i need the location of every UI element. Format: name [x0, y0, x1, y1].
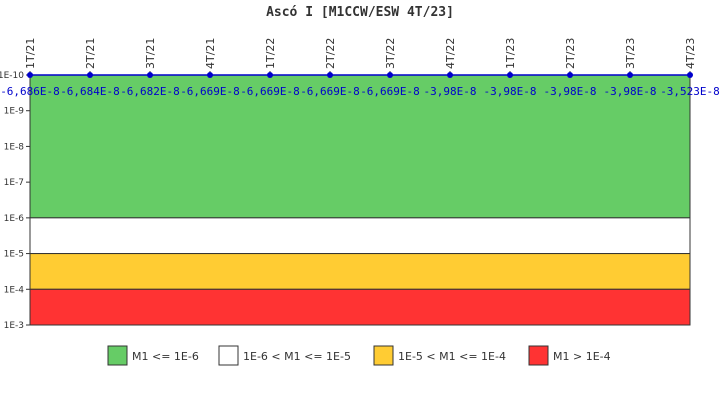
- legend-label-0: M1 <= 1E-6: [132, 350, 199, 363]
- legend-label-3: M1 > 1E-4: [553, 350, 611, 363]
- x-tick-label: 2T/23: [564, 38, 577, 69]
- x-axis: 1T/21 2T/21 3T/21 4T/21 1T/22 2T/22 3T/22 4T/22…: [24, 38, 697, 75]
- data-label: -6,669E-8: [240, 85, 300, 98]
- data-label: -6,669E-8: [180, 85, 240, 98]
- x-tick-label: 3T/22: [384, 38, 397, 69]
- y-tick-label: 1E-10: [0, 71, 24, 81]
- x-tick-label: 3T/21: [144, 38, 157, 69]
- y-tick-label: 1E-7: [4, 178, 24, 188]
- data-point: [327, 72, 333, 78]
- data-point: [687, 72, 693, 78]
- x-tick-label: 1T/22: [264, 38, 277, 69]
- data-label: -3,98E-8: [544, 85, 597, 98]
- y-tick-label: 1E-3: [4, 321, 24, 331]
- legend-swatch-1: [218, 345, 239, 366]
- x-tick-label: 2T/22: [324, 38, 337, 69]
- legend-swatch-3: [528, 345, 549, 366]
- data-label: -3,98E-8: [604, 85, 657, 98]
- x-tick-label: 2T/21: [84, 38, 97, 69]
- band-0: [29, 74, 691, 219]
- band-3: [29, 288, 691, 326]
- y-tick-label: 1E-9: [4, 107, 25, 117]
- y-tick-label: 1E-8: [4, 142, 25, 152]
- y-tick-label: 1E-4: [4, 285, 25, 295]
- data-label: -6,669E-8: [300, 85, 360, 98]
- chart-title: Ascó I [M1CCW/ESW 4T/23]: [266, 5, 454, 20]
- data-point: [507, 72, 513, 78]
- data-label: -3,523E-8: [660, 85, 720, 98]
- y-axis: 1E-10 1E-9 1E-8 1E-7 1E-6 1E-5 1E-4 1E-3: [0, 71, 30, 331]
- legend-label-1: 1E-6 < M1 <= 1E-5: [243, 350, 351, 363]
- x-tick-label: 3T/23: [624, 38, 637, 69]
- risk-bands: [29, 74, 691, 326]
- x-tick-label: 4T/22: [444, 38, 457, 69]
- data-point: [27, 72, 33, 78]
- legend-label-2: 1E-5 < M1 <= 1E-4: [398, 350, 506, 363]
- data-point: [567, 72, 573, 78]
- x-tick-label: 1T/21: [24, 38, 37, 69]
- x-tick-label: 1T/23: [504, 38, 517, 69]
- y-tick-label: 1E-5: [4, 250, 24, 260]
- data-label: -3,98E-8: [484, 85, 537, 98]
- band-2: [29, 253, 691, 290]
- data-point: [147, 72, 153, 78]
- data-label: -6,669E-8: [360, 85, 420, 98]
- data-point: [87, 72, 93, 78]
- x-tick-label: 4T/21: [204, 38, 217, 69]
- data-point: [447, 72, 453, 78]
- data-label: -3,98E-8: [424, 85, 477, 98]
- legend-swatch-0: [107, 345, 128, 366]
- y-tick-label: 1E-6: [4, 214, 25, 224]
- data-label: -6,686E-8: [0, 85, 60, 98]
- data-point: [387, 72, 393, 78]
- data-point: [627, 72, 633, 78]
- x-tick-label: 4T/23: [684, 38, 697, 69]
- data-point: [267, 72, 273, 78]
- band-1: [29, 217, 691, 255]
- data-label: -6,682E-8: [120, 85, 180, 98]
- data-label: -6,684E-8: [60, 85, 120, 98]
- legend-swatch-2: [373, 345, 394, 366]
- series-layer: -6,686E-8 -6,684E-8 -6,682E-8 -6,669E-8 -6,6…: [0, 72, 720, 98]
- legend: M1 <= 1E-6 1E-6 < M1 <= 1E-5 1E-5 < M1 <= …: [107, 345, 611, 366]
- data-point: [207, 72, 213, 78]
